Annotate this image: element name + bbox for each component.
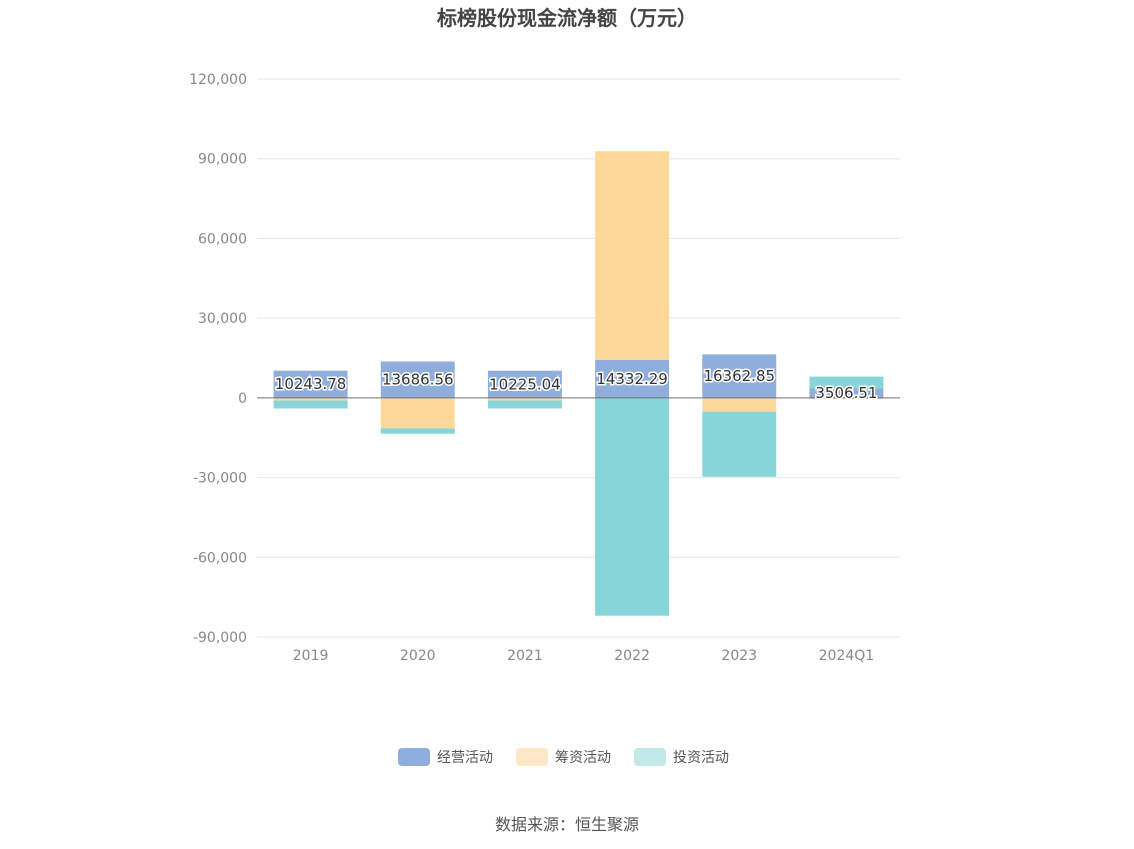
data-label: 10225.04 bbox=[489, 375, 561, 393]
data-label: 16362.85 bbox=[703, 367, 775, 385]
y-tick-label: 60,000 bbox=[198, 231, 247, 247]
source-note: 数据来源：恒生聚源 bbox=[495, 815, 639, 834]
y-tick-label: 30,000 bbox=[198, 311, 247, 327]
data-label: 14332.29 bbox=[596, 370, 668, 388]
legend-label: 筹资活动 bbox=[555, 749, 611, 766]
bar-segment[interactable] bbox=[595, 151, 670, 360]
grid-lines bbox=[257, 78, 900, 638]
data-label: 13686.56 bbox=[382, 371, 454, 389]
legend-label: 投资活动 bbox=[673, 750, 729, 766]
x-tick-label: 2024Q1 bbox=[819, 648, 875, 664]
y-tick-label: -60,000 bbox=[193, 550, 247, 566]
legend[interactable]: 经营活动 筹资活动 投资活动 bbox=[398, 748, 729, 766]
legend-label: 经营活动 bbox=[437, 750, 493, 766]
y-tick-label: -90,000 bbox=[193, 630, 247, 646]
legend-item[interactable]: 投资活动 bbox=[634, 748, 729, 766]
bar-segment[interactable] bbox=[273, 397, 348, 401]
x-tick-label: 2021 bbox=[507, 648, 543, 664]
bar-segment[interactable] bbox=[380, 397, 455, 429]
x-tick-label: 2020 bbox=[400, 648, 436, 664]
y-axis: 120,000 90,000 60,000 30,000 0 -30,000 -60,000… bbox=[189, 72, 247, 646]
bar-segment[interactable] bbox=[380, 361, 455, 398]
legend-item[interactable]: 筹资活动 bbox=[516, 748, 611, 766]
bar-segment[interactable] bbox=[809, 376, 884, 389]
bar-segment[interactable] bbox=[273, 400, 348, 409]
data-label: 10243.78 bbox=[275, 375, 347, 393]
legend-swatch bbox=[516, 748, 548, 766]
bar-segment[interactable] bbox=[702, 397, 777, 412]
legend-swatch bbox=[634, 748, 666, 766]
bars bbox=[273, 151, 884, 616]
x-tick-label: 2019 bbox=[293, 648, 329, 664]
legend-item[interactable]: 经营活动 bbox=[398, 748, 493, 766]
bar-segment[interactable] bbox=[595, 359, 670, 398]
y-tick-label: -30,000 bbox=[193, 471, 247, 487]
data-labels: 10243.78 13686.56 10225.04 14332.29 16362.85… bbox=[273, 366, 879, 404]
x-tick-label: 2023 bbox=[721, 648, 757, 664]
y-tick-label: 90,000 bbox=[198, 152, 247, 168]
legend-swatch bbox=[398, 748, 430, 766]
y-tick-label: 120,000 bbox=[189, 72, 247, 88]
bar-segment[interactable] bbox=[809, 397, 884, 400]
bar-segment[interactable] bbox=[273, 370, 348, 398]
bar-segment[interactable] bbox=[487, 370, 562, 398]
x-axis: 2019 2020 2021 2022 2023 2024Q1 bbox=[293, 648, 874, 664]
bar-segment[interactable] bbox=[702, 354, 777, 398]
bar-segment[interactable] bbox=[380, 428, 455, 434]
bar-segment[interactable] bbox=[702, 411, 777, 477]
x-tick-label: 2022 bbox=[614, 648, 650, 664]
chart-title: 标榜股份现金流净额（万元） bbox=[437, 6, 697, 30]
bar-segment[interactable] bbox=[487, 397, 562, 401]
bar-segment[interactable] bbox=[487, 400, 562, 409]
y-tick-label: 0 bbox=[238, 391, 247, 407]
bar-segment[interactable] bbox=[809, 388, 884, 398]
data-label: 3506.51 bbox=[815, 384, 877, 402]
bar-segment[interactable] bbox=[595, 397, 670, 616]
